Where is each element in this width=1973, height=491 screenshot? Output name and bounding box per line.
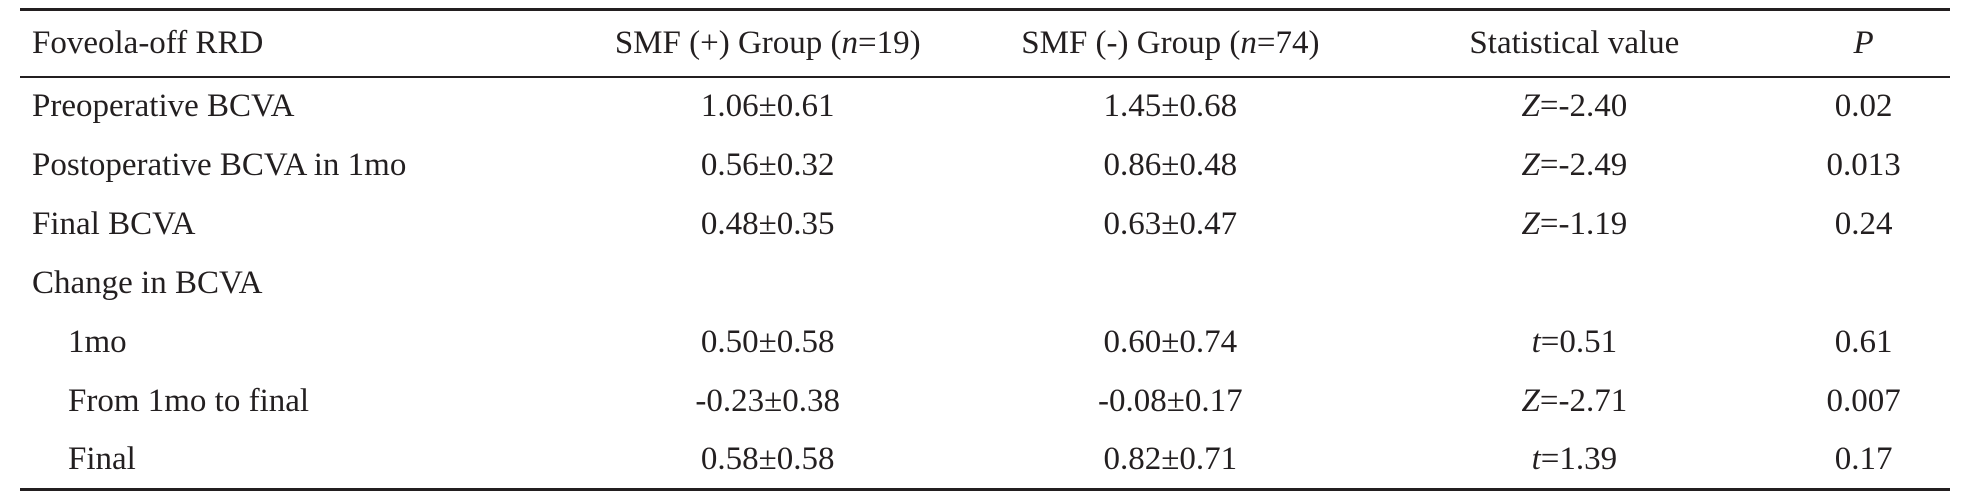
table-header: Foveola-off RRD SMF (+) Group (n=19) SMF… [20,9,1950,77]
table-row: From 1mo to final -0.23±0.38 -0.08±0.17 … [20,372,1950,431]
table-body: Preoperative BCVA 1.06±0.61 1.45±0.68 Z=… [20,77,1950,490]
smf-positive-value: 0.58±0.58 [700,440,835,477]
header-label: Foveola-off RRD [32,24,264,61]
p-value: 0.24 [1834,205,1893,242]
row-label: 1mo [68,323,127,360]
statistical-value: Z=-1.19 [1521,205,1628,242]
smf-negative-value: 0.63±0.47 [1103,205,1238,242]
smf-negative-value: 0.82±0.71 [1103,440,1238,477]
row-label: Final BCVA [32,205,196,242]
table-row-section: Change in BCVA [20,254,1950,313]
p-value: 0.61 [1834,323,1893,360]
statistical-value: Z=-2.40 [1521,88,1628,124]
smf-negative-value: 0.86±0.48 [1103,146,1238,183]
header-p-value: P [1853,24,1874,61]
table-row: 1mo 0.50±0.58 0.60±0.74 t=0.51 0.61 [20,313,1950,372]
table-row: Postoperative BCVA in 1mo 0.56±0.32 0.86… [20,136,1950,195]
p-value: 0.17 [1834,440,1893,477]
smf-negative-value: 1.45±0.68 [1103,88,1238,124]
smf-negative-value: 0.60±0.74 [1103,323,1238,360]
header-smf-negative: SMF (-) Group (n=74) [1021,24,1320,61]
table-row: Final 0.58±0.58 0.82±0.71 t=1.39 0.17 [20,431,1950,490]
row-label: Preoperative BCVA [32,88,295,124]
smf-positive-value: 0.56±0.32 [700,146,835,183]
smf-negative-value: -0.08±0.17 [1098,382,1243,419]
statistical-value: Z=-2.49 [1521,146,1628,183]
smf-positive-value: 0.50±0.58 [700,323,835,360]
row-label: Postoperative BCVA in 1mo [32,146,407,183]
row-label: From 1mo to final [68,382,310,419]
table-row: Preoperative BCVA 1.06±0.61 1.45±0.68 Z=… [20,77,1950,136]
statistical-value: t=1.39 [1531,440,1618,477]
table-row: Final BCVA 0.48±0.35 0.63±0.47 Z=-1.19 0… [20,195,1950,254]
smf-positive-value: 0.48±0.35 [700,205,835,242]
p-value: 0.007 [1826,382,1901,419]
smf-positive-value: 1.06±0.61 [700,88,835,124]
p-value: 0.013 [1826,146,1901,183]
statistical-value: Z=-2.71 [1521,382,1628,419]
header-statistical-value: Statistical value [1469,24,1680,61]
row-label: Final [68,440,136,477]
header-row: Foveola-off RRD SMF (+) Group (n=19) SMF… [20,9,1950,77]
section-label: Change in BCVA [32,264,263,301]
header-smf-positive: SMF (+) Group (n=19) [614,24,921,61]
smf-positive-value: -0.23±0.38 [695,382,841,419]
results-table: Foveola-off RRD SMF (+) Group (n=19) SMF… [20,8,1950,491]
statistical-value: t=0.51 [1531,323,1618,360]
p-value: 0.02 [1834,88,1893,124]
